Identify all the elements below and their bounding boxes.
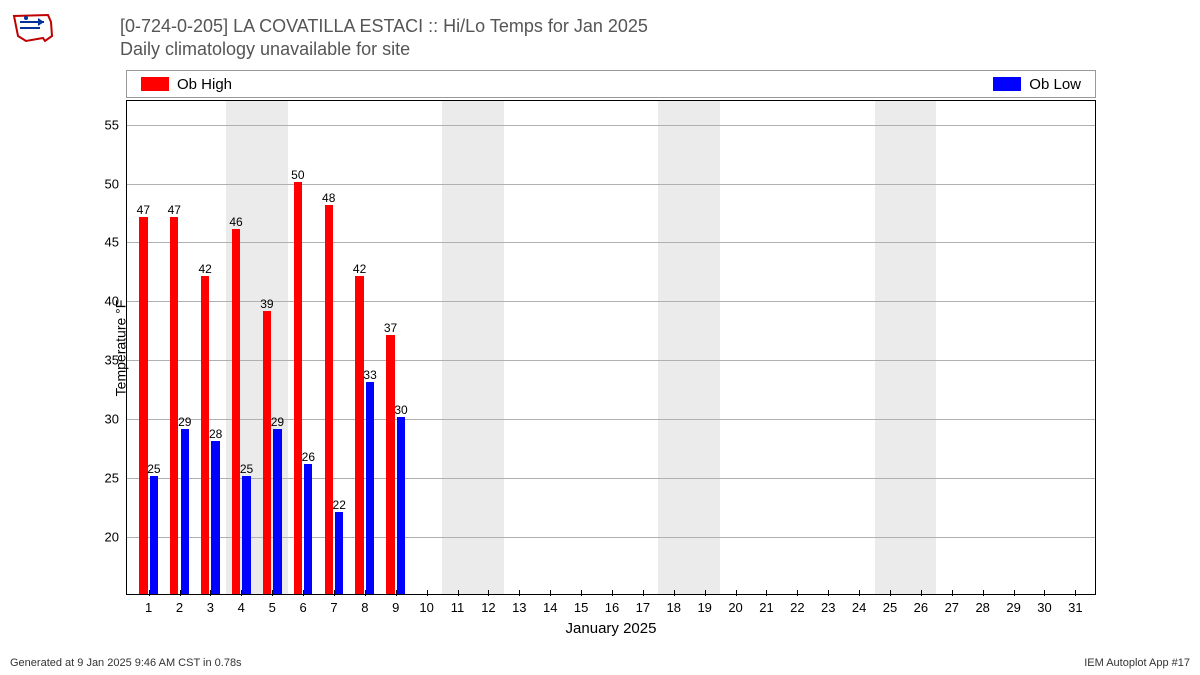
- footer-app: IEM Autoplot App #17: [1084, 657, 1190, 669]
- legend-swatch-low: [993, 77, 1021, 91]
- high-bar: [325, 205, 333, 594]
- x-tick-label: 3: [207, 594, 214, 615]
- x-tick-label: 23: [821, 594, 835, 615]
- low-bar-label: 25: [240, 462, 253, 476]
- x-tick-label: 20: [728, 594, 742, 615]
- x-tick-label: 26: [914, 594, 928, 615]
- high-bar: [294, 182, 302, 595]
- x-tick-label: 5: [269, 594, 276, 615]
- x-tick-label: 18: [667, 594, 681, 615]
- y-tick-label: 35: [105, 353, 127, 368]
- weekend-band: [658, 101, 720, 594]
- legend-item-low: Ob Low: [993, 76, 1081, 93]
- gridline: [127, 478, 1095, 479]
- high-bar-label: 50: [291, 168, 304, 182]
- low-bar: [304, 464, 312, 594]
- low-bar-label: 33: [363, 368, 376, 382]
- low-bar: [242, 476, 250, 594]
- legend: Ob High Ob Low: [126, 70, 1096, 98]
- y-tick-label: 30: [105, 412, 127, 427]
- high-bar-label: 47: [137, 203, 150, 217]
- low-bar: [273, 429, 281, 594]
- y-tick-label: 25: [105, 471, 127, 486]
- footer-generated: Generated at 9 Jan 2025 9:46 AM CST in 0…: [10, 657, 242, 669]
- y-tick-label: 40: [105, 294, 127, 309]
- title-line-2: Daily climatology unavailable for site: [120, 38, 648, 61]
- high-bar: [263, 311, 271, 594]
- high-bar: [232, 229, 240, 594]
- high-bar: [170, 217, 178, 594]
- x-tick-label: 9: [392, 594, 399, 615]
- x-tick-label: 28: [975, 594, 989, 615]
- x-tick-label: 21: [759, 594, 773, 615]
- high-bar-label: 42: [353, 262, 366, 276]
- gridline: [127, 537, 1095, 538]
- x-tick-label: 11: [451, 594, 465, 615]
- high-bar: [355, 276, 363, 594]
- low-bar: [150, 476, 158, 594]
- gridline: [127, 184, 1095, 185]
- low-bar: [181, 429, 189, 594]
- high-bar-label: 46: [229, 215, 242, 229]
- legend-swatch-high: [141, 77, 169, 91]
- legend-label-high: Ob High: [177, 76, 232, 93]
- low-bar-label: 28: [209, 427, 222, 441]
- low-bar: [366, 382, 374, 594]
- iem-logo: [8, 8, 58, 48]
- x-tick-label: 16: [605, 594, 619, 615]
- high-bar-label: 47: [168, 203, 181, 217]
- high-bar: [139, 217, 147, 594]
- high-bar: [386, 335, 394, 594]
- x-tick-label: 27: [945, 594, 959, 615]
- low-bar-label: 26: [302, 450, 315, 464]
- x-tick-label: 8: [361, 594, 368, 615]
- x-tick-label: 12: [481, 594, 495, 615]
- x-tick-label: 10: [419, 594, 433, 615]
- chart-title: [0-724-0-205] LA COVATILLA ESTACI :: Hi/…: [120, 15, 648, 62]
- y-tick-label: 20: [105, 530, 127, 545]
- x-tick-label: 14: [543, 594, 557, 615]
- x-tick-label: 7: [330, 594, 337, 615]
- chart-plot-area: Temperature °F January 2025 202530354045…: [126, 100, 1096, 595]
- gridline: [127, 360, 1095, 361]
- weekend-band: [442, 101, 504, 594]
- y-tick-label: 55: [105, 117, 127, 132]
- low-bar-label: 25: [147, 462, 160, 476]
- high-bar-label: 39: [260, 297, 273, 311]
- x-tick-label: 4: [238, 594, 245, 615]
- y-tick-label: 50: [105, 176, 127, 191]
- legend-item-high: Ob High: [141, 76, 232, 93]
- x-tick-label: 31: [1068, 594, 1082, 615]
- x-tick-label: 24: [852, 594, 866, 615]
- low-bar: [397, 417, 405, 594]
- x-tick-label: 13: [512, 594, 526, 615]
- low-bar-label: 29: [178, 415, 191, 429]
- x-tick-label: 22: [790, 594, 804, 615]
- low-bar-label: 29: [271, 415, 284, 429]
- x-tick-label: 17: [636, 594, 650, 615]
- x-tick-label: 25: [883, 594, 897, 615]
- x-tick-label: 2: [176, 594, 183, 615]
- gridline: [127, 125, 1095, 126]
- x-tick-label: 6: [299, 594, 306, 615]
- x-tick-label: 30: [1037, 594, 1051, 615]
- x-tick-label: 19: [697, 594, 711, 615]
- gridline: [127, 242, 1095, 243]
- legend-label-low: Ob Low: [1029, 76, 1081, 93]
- high-bar-label: 42: [198, 262, 211, 276]
- low-bar: [335, 512, 343, 595]
- y-tick-label: 45: [105, 235, 127, 250]
- x-tick-label: 15: [574, 594, 588, 615]
- x-tick-label: 1: [145, 594, 152, 615]
- low-bar-label: 22: [333, 498, 346, 512]
- x-tick-label: 29: [1006, 594, 1020, 615]
- high-bar-label: 37: [384, 321, 397, 335]
- y-axis-label: Temperature °F: [112, 299, 128, 396]
- high-bar-label: 48: [322, 191, 335, 205]
- weekend-band: [875, 101, 937, 594]
- title-line-1: [0-724-0-205] LA COVATILLA ESTACI :: Hi/…: [120, 15, 648, 38]
- low-bar: [211, 441, 219, 594]
- low-bar-label: 30: [394, 403, 407, 417]
